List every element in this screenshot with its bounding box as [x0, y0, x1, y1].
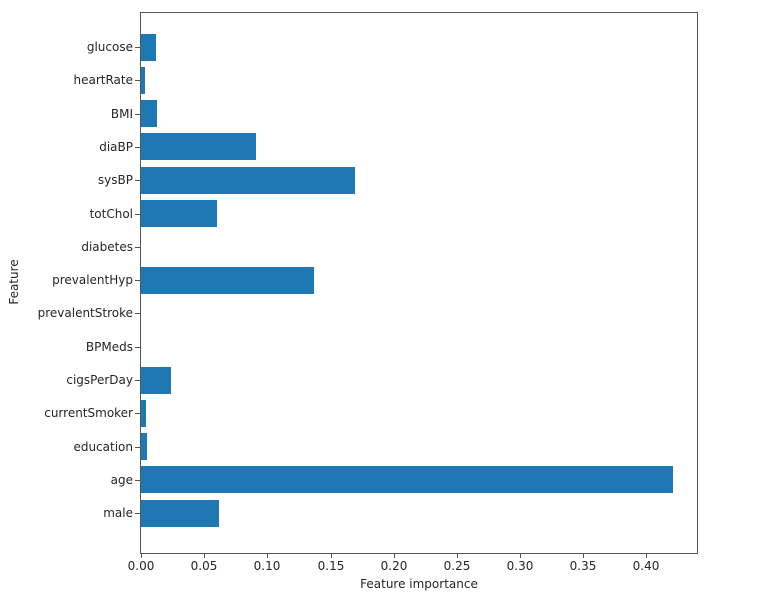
x-tick-label: 0.25 [443, 559, 471, 573]
y-tick-mark [135, 214, 140, 215]
x-tick-label: 0.40 [632, 559, 660, 573]
x-tick-mark [457, 554, 458, 558]
x-tick-mark [583, 554, 584, 558]
bar-male [141, 500, 219, 527]
x-tick-label: 0.35 [569, 559, 597, 573]
y-tick-label-diaBP: diaBP [99, 140, 133, 154]
y-tick-label-BMI: BMI [110, 107, 133, 121]
x-tick-mark [331, 554, 332, 558]
bar-prevalentHyp [141, 267, 314, 294]
x-tick-mark [267, 554, 268, 558]
bar-diaBP [141, 133, 256, 160]
y-tick-label-age: age [110, 473, 133, 487]
y-tick-label-prevalentStroke: prevalentStroke [37, 306, 133, 320]
x-tick-mark [394, 554, 395, 558]
y-tick-mark [135, 147, 140, 148]
x-tick-mark [204, 554, 205, 558]
bar-currentSmoker [141, 400, 146, 427]
bar-BMI [141, 100, 157, 127]
bar-totChol [141, 200, 217, 227]
y-tick-label-totChol: totChol [89, 207, 133, 221]
x-tick-mark [520, 554, 521, 558]
bar-glucose [141, 34, 156, 61]
x-tick-label: 0.00 [127, 559, 155, 573]
y-tick-mark [135, 480, 140, 481]
x-tick-label: 0.15 [317, 559, 345, 573]
bar-education [141, 433, 147, 460]
y-tick-mark [135, 47, 140, 48]
y-tick-mark [135, 513, 140, 514]
y-tick-label-glucose: glucose [86, 40, 133, 54]
x-tick-label: 0.30 [506, 559, 534, 573]
y-tick-label-prevalentHyp: prevalentHyp [52, 273, 133, 287]
y-tick-mark [135, 347, 140, 348]
y-tick-mark [135, 380, 140, 381]
y-tick-label-male: male [103, 506, 133, 520]
x-tick-label: 0.20 [380, 559, 408, 573]
y-tick-mark [135, 447, 140, 448]
x-tick-label: 0.10 [253, 559, 281, 573]
y-tick-mark [135, 247, 140, 248]
y-tick-label-heartRate: heartRate [73, 73, 134, 87]
y-tick-label-sysBP: sysBP [97, 173, 133, 187]
y-tick-label-diabetes: diabetes [81, 240, 133, 254]
y-tick-mark [135, 114, 140, 115]
bar-heartRate [141, 67, 145, 94]
x-tick-label: 0.05 [190, 559, 218, 573]
bar-sysBP [141, 167, 355, 194]
x-axis-title: Feature importance [360, 577, 478, 591]
y-tick-label-education: education [73, 440, 133, 454]
plot-area [140, 12, 698, 554]
bar-age [141, 466, 673, 493]
y-tick-mark [135, 313, 140, 314]
y-tick-label-BPMeds: BPMeds [85, 340, 133, 354]
y-tick-mark [135, 180, 140, 181]
y-tick-label-currentSmoker: currentSmoker [44, 406, 133, 420]
bar-cigsPerDay [141, 367, 171, 394]
y-tick-mark [135, 413, 140, 414]
y-tick-mark [135, 280, 140, 281]
y-tick-mark [135, 80, 140, 81]
x-tick-mark [141, 554, 142, 558]
y-tick-label-cigsPerDay: cigsPerDay [66, 373, 133, 387]
x-tick-mark [646, 554, 647, 558]
